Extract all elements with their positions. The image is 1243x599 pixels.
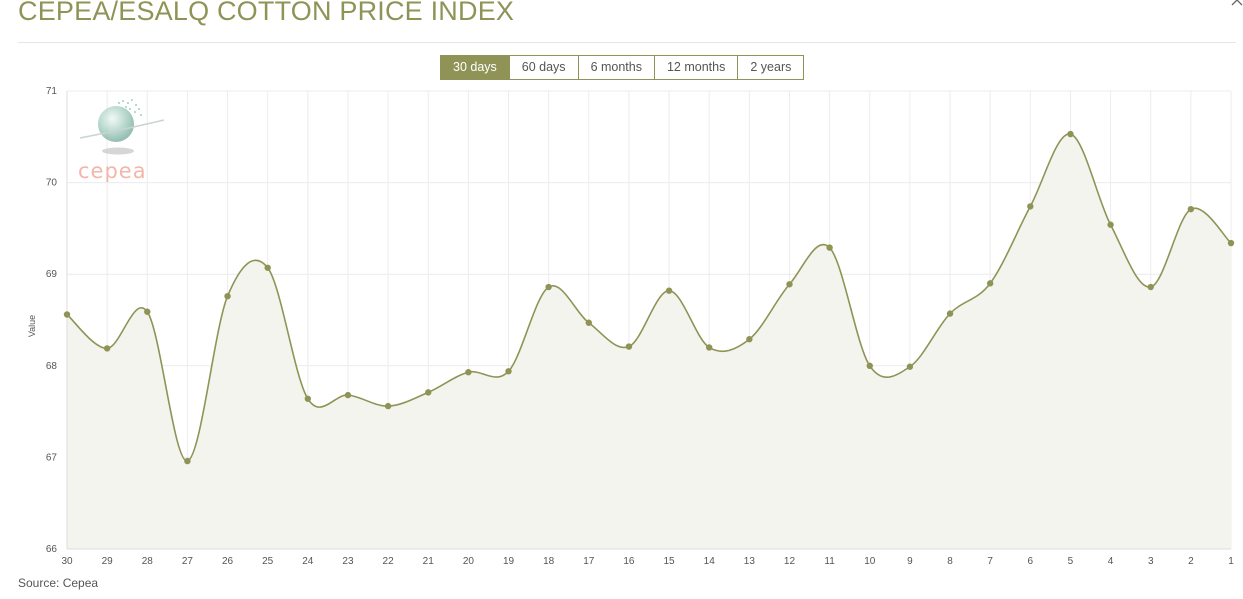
x-tick-label: 10	[864, 556, 876, 567]
tab-6-months[interactable]: 6 months	[577, 56, 654, 79]
chart-points	[63, 130, 1235, 465]
x-tick-label: 15	[664, 556, 676, 567]
x-tick-label: 11	[824, 556, 835, 567]
y-tick-label: 66	[46, 544, 58, 555]
x-tick-label: 29	[102, 556, 114, 567]
period-tabs: 30 days 60 days 6 months 12 months 2 yea…	[440, 55, 805, 80]
data-point[interactable]	[786, 281, 793, 288]
data-point[interactable]	[1147, 283, 1154, 291]
data-point[interactable]	[665, 287, 673, 294]
x-tick-label: 24	[302, 556, 314, 567]
x-tick-label: 4	[1108, 556, 1114, 567]
x-tick-label: 18	[543, 556, 555, 567]
x-tick-label: 30	[61, 556, 73, 567]
close-icon[interactable]	[1231, 0, 1243, 6]
x-tick-label: 5	[1068, 556, 1074, 567]
tab-60-days[interactable]: 60 days	[508, 56, 578, 79]
data-point[interactable]	[264, 264, 271, 271]
y-tick-label: 69	[46, 269, 58, 280]
data-point[interactable]	[1067, 130, 1074, 138]
tab-30-days[interactable]: 30 days	[441, 56, 509, 79]
data-point[interactable]	[625, 343, 633, 350]
cepea-logo-text: cepea	[78, 159, 147, 182]
x-tick-label: 1	[1228, 556, 1234, 567]
x-tick-label: 25	[262, 556, 274, 567]
data-point[interactable]	[505, 368, 512, 375]
y-tick-label: 67	[46, 452, 58, 463]
data-point[interactable]	[986, 280, 994, 287]
x-tick-label: 19	[503, 556, 515, 567]
data-point[interactable]	[63, 311, 71, 318]
x-tick-label: 26	[222, 556, 234, 567]
cepea-logo: cepea	[78, 99, 165, 182]
y-tick-label: 71	[46, 86, 58, 97]
data-point[interactable]	[545, 283, 552, 291]
x-tick-label: 8	[947, 556, 953, 567]
data-point[interactable]	[706, 344, 713, 351]
x-tick-label: 3	[1148, 556, 1154, 567]
y-tick-label: 68	[46, 361, 58, 372]
x-tick-label: 13	[744, 556, 756, 567]
x-tick-label: 6	[1028, 556, 1034, 567]
data-point[interactable]	[946, 310, 954, 317]
data-point[interactable]	[1187, 205, 1195, 213]
x-tick-label: 12	[784, 556, 796, 567]
x-tick-label: 17	[583, 556, 595, 567]
tab-12-months[interactable]: 12 months	[653, 56, 738, 79]
data-point[interactable]	[184, 457, 191, 465]
y-axis-label: Value	[27, 315, 37, 337]
data-point[interactable]	[826, 244, 833, 251]
data-point[interactable]	[384, 402, 392, 410]
x-tick-label: 20	[463, 556, 475, 567]
x-tick-label: 14	[704, 556, 716, 567]
page-title: CEPEA/ESALQ COTTON PRICE INDEX	[18, 0, 515, 26]
x-tick-label: 22	[383, 556, 395, 567]
source-note: Source: Cepea	[18, 576, 99, 590]
data-point[interactable]	[1227, 239, 1235, 247]
x-tick-label: 16	[623, 556, 635, 567]
x-tick-label: 9	[907, 556, 913, 567]
data-point[interactable]	[304, 395, 312, 402]
data-point[interactable]	[1027, 203, 1034, 210]
series-line	[66, 133, 1232, 462]
data-point[interactable]	[103, 345, 111, 352]
data-point[interactable]	[906, 363, 914, 370]
data-point[interactable]	[465, 369, 472, 376]
x-tick-label: 28	[142, 556, 154, 567]
x-tick-label: 27	[182, 556, 194, 567]
data-point[interactable]	[224, 292, 231, 300]
tab-2-years[interactable]: 2 years	[737, 56, 804, 79]
x-tick-label: 23	[342, 556, 354, 567]
data-point[interactable]	[425, 389, 432, 396]
data-point[interactable]	[746, 336, 753, 343]
chart-area	[66, 133, 1232, 549]
data-point[interactable]	[344, 391, 352, 399]
data-point[interactable]	[585, 319, 592, 326]
title-divider	[18, 42, 1236, 43]
x-tick-label: 21	[423, 556, 435, 567]
series-area-fill	[67, 133, 1231, 549]
data-point[interactable]	[1107, 221, 1114, 228]
data-point[interactable]	[866, 362, 873, 369]
y-tick-label: 70	[46, 178, 58, 189]
x-tick-label: 2	[1188, 556, 1194, 567]
data-point[interactable]	[144, 308, 151, 315]
x-tick-label: 7	[987, 556, 993, 567]
